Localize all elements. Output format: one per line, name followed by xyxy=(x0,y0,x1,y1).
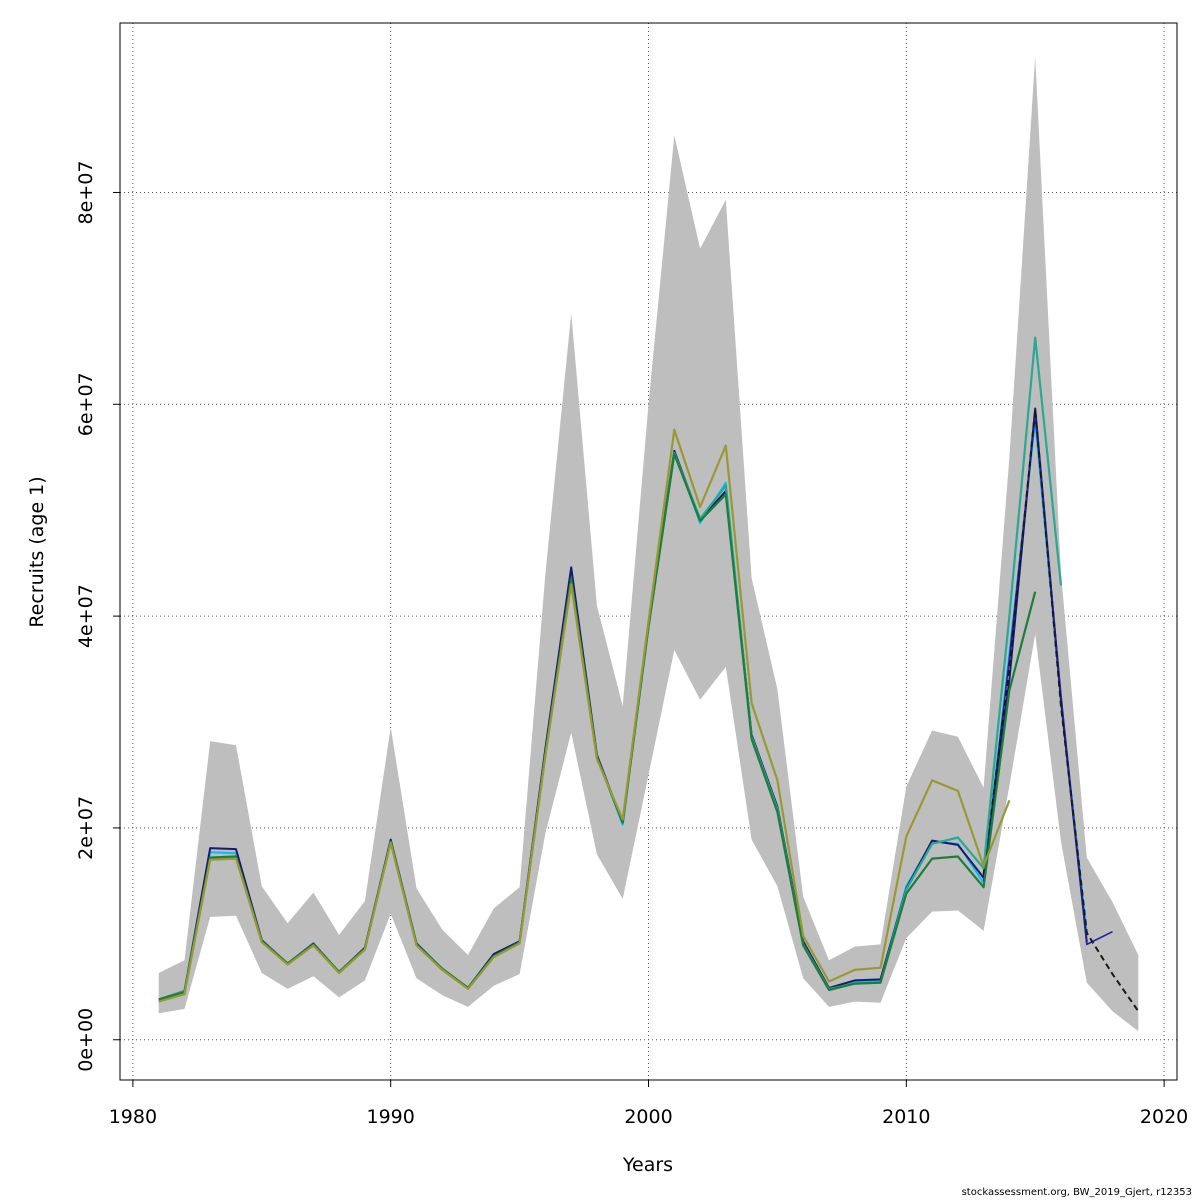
grid-lines xyxy=(120,23,1177,1080)
axes-layer: 1980 1990 2000 2010 2020 0e+00 2e+07 4e+07 6e+07… xyxy=(75,161,1188,1128)
x-tick-label-1980: 1980 xyxy=(109,1106,157,1128)
y-axis-title: Recruits (age 1) xyxy=(26,476,48,627)
x-tick-label-2020: 2020 xyxy=(1140,1106,1188,1128)
footer-credit: stockassessment.org, BW_2019_Gjert, r123… xyxy=(961,1187,1192,1198)
series-lines-layer xyxy=(158,336,1140,1012)
x-tick-label-2010: 2010 xyxy=(882,1106,930,1128)
y-tick-label-6e+07: 6e+07 xyxy=(75,372,97,436)
y-tick-label-4e+07: 4e+07 xyxy=(75,584,97,648)
x-tick-label-1990: 1990 xyxy=(367,1106,415,1128)
confidence-band xyxy=(158,56,1139,1032)
series-line-4 xyxy=(982,408,1140,1012)
x-tick-label-2000: 2000 xyxy=(624,1106,672,1128)
y-tick-label-2e+07: 2e+07 xyxy=(75,796,97,860)
confidence-band-layer xyxy=(158,56,1139,1032)
x-axis-title: Years xyxy=(622,1154,673,1176)
y-tick-label-8e+07: 8e+07 xyxy=(75,161,97,225)
series-line-7 xyxy=(158,428,1011,1003)
y-tick-label-0e+00: 0e+00 xyxy=(75,1008,97,1072)
